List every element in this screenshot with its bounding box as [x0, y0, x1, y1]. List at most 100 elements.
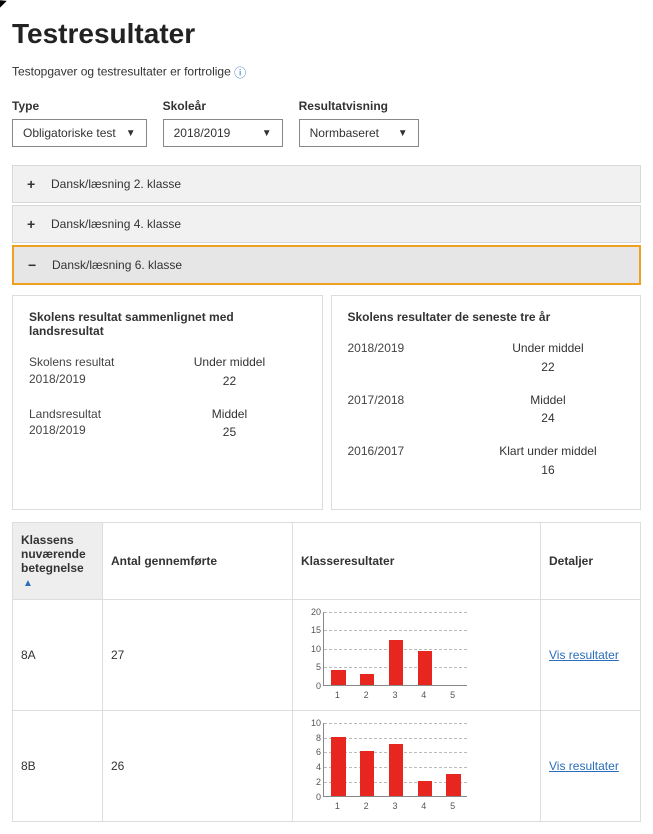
stat-period: 2016/2017	[348, 443, 472, 479]
stat-value: Under middel22	[153, 354, 305, 390]
stat-value: Middel24	[472, 392, 624, 428]
col-details[interactable]: Detaljer	[541, 522, 641, 599]
subtitle-text: Testopgaver og testresultater er fortrol…	[12, 65, 231, 79]
stat-name: Landsresultat2018/2019	[29, 406, 153, 442]
filters: Type Obligatoriske test ▼ Skoleår 2018/2…	[12, 99, 641, 147]
y-tick-label: 0	[301, 681, 321, 691]
view-results-link[interactable]: Vis resultater	[549, 759, 619, 773]
cell-count: 27	[103, 599, 293, 710]
accordion-item-label: Dansk/læsning 2. klasse	[51, 177, 181, 191]
filter-year-value: 2018/2019	[174, 126, 231, 140]
sort-asc-icon: ▲	[23, 578, 33, 589]
stat-value: Under middel22	[472, 340, 624, 376]
y-tick-label: 8	[301, 733, 321, 743]
accordion-item[interactable]: + Dansk/læsning 4. klasse	[12, 205, 641, 243]
cell-details: Vis resultater	[541, 710, 641, 821]
chevron-down-icon: ▼	[398, 128, 408, 139]
filter-year: Skoleår 2018/2019 ▼	[163, 99, 283, 147]
chevron-down-icon: ▼	[126, 128, 136, 139]
x-tick-label: 5	[450, 690, 455, 700]
y-tick-label: 5	[301, 662, 321, 672]
grid-line	[324, 723, 467, 724]
x-tick-label: 3	[392, 801, 397, 811]
cell-count: 26	[103, 710, 293, 821]
bar	[331, 737, 345, 796]
accordion: + Dansk/læsning 2. klasse + Dansk/læsning 4…	[12, 165, 641, 285]
y-tick-label: 15	[301, 625, 321, 635]
x-tick-label: 2	[364, 801, 369, 811]
minus-icon: −	[28, 257, 38, 273]
panel-right-title: Skolens resultater de seneste tre år	[348, 310, 625, 324]
col-class-label: Klassens nuværende betegnelse	[21, 533, 86, 575]
bar	[389, 640, 403, 684]
cell-chart: 0 5 10 15 20 1 2 3 4 5	[293, 599, 541, 710]
y-tick-label: 20	[301, 607, 321, 617]
bar-chart: 024681012345	[301, 721, 471, 811]
page-title: Testresultater	[12, 18, 641, 50]
bar	[360, 674, 374, 685]
y-tick-label: 10	[301, 644, 321, 654]
table-row: 8A27 0 5 10 15 20 1 2 3 4 5 Vis resultater	[13, 599, 641, 710]
x-tick-label: 2	[364, 690, 369, 700]
subtitle: Testopgaver og testresultater er fortrol…	[12, 64, 641, 81]
cell-details: Vis resultater	[541, 599, 641, 710]
y-tick-label: 2	[301, 777, 321, 787]
info-icon[interactable]: ⓘ	[234, 64, 246, 81]
cell-class: 8A	[13, 599, 103, 710]
result-panels: Skolens resultat sammenlignet med landsr…	[12, 295, 641, 510]
chevron-down-icon: ▼	[262, 128, 272, 139]
x-tick-label: 4	[421, 801, 426, 811]
bar	[418, 651, 432, 684]
table-row: 8B26024681012345Vis resultater	[13, 710, 641, 821]
stat-value: Klart under middel16	[472, 443, 624, 479]
bar	[389, 744, 403, 796]
panel-three-years: Skolens resultater de seneste tre år 201…	[331, 295, 642, 510]
accordion-item[interactable]: −Dansk/læsning 6. klasse	[12, 245, 641, 285]
stat-row: Landsresultat2018/2019Middel25	[29, 406, 306, 442]
filter-type-select[interactable]: Obligatoriske test ▼	[12, 119, 147, 147]
x-tick-label: 5	[450, 801, 455, 811]
grid-line	[324, 612, 467, 613]
x-tick-label: 1	[335, 801, 340, 811]
y-tick-label: 0	[301, 792, 321, 802]
class-table: Klassens nuværende betegnelse ▲ Antal ge…	[12, 522, 641, 822]
filter-view-label: Resultatvisning	[299, 99, 419, 113]
col-results[interactable]: Klasseresultater	[293, 522, 541, 599]
filter-year-select[interactable]: 2018/2019 ▼	[163, 119, 283, 147]
y-tick-label: 10	[301, 718, 321, 728]
filter-view: Resultatvisning Normbaseret ▼	[299, 99, 419, 147]
bar	[446, 774, 460, 796]
stat-row: 2018/2019Under middel22	[348, 340, 625, 376]
stat-period: 2018/2019	[348, 340, 472, 376]
cell-chart: 024681012345	[293, 710, 541, 821]
x-tick-label: 3	[392, 690, 397, 700]
x-tick-label: 4	[421, 690, 426, 700]
filter-view-value: Normbaseret	[310, 126, 379, 140]
y-tick-label: 4	[301, 762, 321, 772]
cursor-icon: ➤	[0, 0, 10, 12]
plus-icon: +	[27, 216, 37, 232]
accordion-item[interactable]: + Dansk/læsning 2. klasse	[12, 165, 641, 203]
filter-type: Type Obligatoriske test ▼	[12, 99, 147, 147]
bar	[331, 670, 345, 685]
filter-view-select[interactable]: Normbaseret ▼	[299, 119, 419, 147]
plus-icon: +	[27, 176, 37, 192]
y-tick-label: 6	[301, 747, 321, 757]
panel-school-vs-national: Skolens resultat sammenlignet med landsr…	[12, 295, 323, 510]
filter-type-value: Obligatoriske test	[23, 126, 116, 140]
col-count[interactable]: Antal gennemførte	[103, 522, 293, 599]
grid-line	[324, 630, 467, 631]
stat-row: 2016/2017Klart under middel16	[348, 443, 625, 479]
accordion-item-label: Dansk/læsning 4. klasse	[51, 217, 181, 231]
view-results-link[interactable]: Vis resultater	[549, 648, 619, 662]
stat-name: Skolens resultat2018/2019	[29, 354, 153, 390]
stat-row: 2017/2018Middel24	[348, 392, 625, 428]
accordion-item-label: Dansk/læsning 6. klasse	[52, 258, 182, 272]
bar	[360, 751, 374, 795]
cell-class: 8B	[13, 710, 103, 821]
filter-type-label: Type	[12, 99, 147, 113]
stat-period: 2017/2018	[348, 392, 472, 428]
x-tick-label: 1	[335, 690, 340, 700]
stat-value: Middel25	[153, 406, 305, 442]
col-class[interactable]: Klassens nuværende betegnelse ▲	[13, 522, 103, 599]
